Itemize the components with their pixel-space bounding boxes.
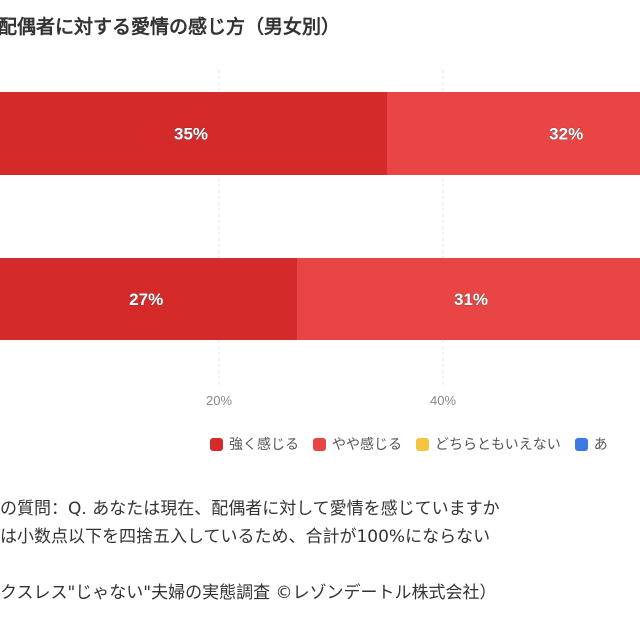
legend-swatch [574,437,588,451]
data-label: 32% [549,125,583,144]
stacked-bar-chart: %20%40%35%32%27%31% [0,70,640,408]
legend-label: やや感じる [332,437,402,453]
legend-item[interactable]: どちらともいえない [416,434,561,454]
chart-title: 配偶者に対する愛情の感じ方（男女別） [0,16,341,38]
bar-segment [297,258,640,340]
footnote-source: クスレス"じゃない"夫婦の実態調査 ©レゾンデートル株式会社） [0,583,497,603]
legend-item[interactable]: あ [574,434,608,454]
legend-label: どちらともいえない [435,437,561,453]
data-label: 31% [454,290,488,309]
legend-swatch [210,437,223,451]
bar-segment [387,92,640,175]
legend-swatch [416,437,429,451]
footnote-question: の質問：Q. あなたは現在、配偶者に対して愛情を感じていますか [0,499,500,519]
bar-segment [0,92,387,175]
data-label: 27% [129,290,163,309]
legend-item[interactable]: 強く感じる [210,434,299,454]
data-label: 35% [174,125,208,144]
legend: 強く感じる やや感じる どちらともいえない あ [210,434,608,454]
legend-label: 強く感じる [229,437,299,453]
x-tick-label: 40% [430,393,456,408]
legend-label: あ [593,437,608,453]
legend-swatch [313,437,326,451]
legend-item[interactable]: やや感じる [313,434,402,454]
bar-segment [0,258,298,340]
x-tick-label: 20% [206,393,232,408]
footnote-rounding: は小数点以下を四捨五入しているため、合計が100%にならない [0,527,491,547]
